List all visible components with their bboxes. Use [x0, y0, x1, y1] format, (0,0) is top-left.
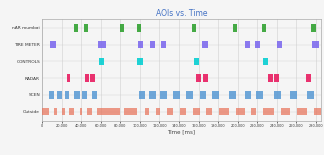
- Bar: [138, 41, 143, 48]
- Bar: [160, 91, 167, 99]
- Bar: [85, 74, 89, 82]
- Bar: [92, 91, 97, 99]
- Bar: [57, 91, 62, 99]
- Bar: [124, 108, 137, 115]
- Bar: [212, 91, 219, 99]
- Bar: [312, 41, 319, 48]
- Bar: [42, 108, 49, 115]
- Bar: [229, 91, 236, 99]
- Bar: [245, 41, 250, 48]
- Bar: [82, 91, 87, 99]
- Bar: [192, 24, 196, 32]
- Bar: [80, 108, 82, 115]
- Bar: [297, 108, 307, 115]
- Bar: [194, 58, 199, 65]
- Bar: [64, 91, 69, 99]
- Bar: [137, 58, 143, 65]
- Bar: [263, 58, 268, 65]
- Bar: [49, 91, 54, 99]
- Bar: [277, 41, 282, 48]
- Bar: [186, 91, 193, 99]
- Bar: [75, 24, 78, 32]
- Bar: [262, 24, 266, 32]
- Bar: [161, 41, 166, 48]
- Bar: [274, 74, 279, 82]
- Bar: [274, 91, 281, 99]
- Bar: [306, 74, 311, 82]
- Bar: [84, 24, 88, 32]
- Bar: [180, 108, 186, 115]
- Bar: [193, 108, 200, 115]
- Bar: [99, 58, 104, 65]
- Bar: [97, 108, 120, 115]
- Bar: [255, 41, 260, 48]
- Bar: [196, 74, 202, 82]
- Title: AOIs vs. Time: AOIs vs. Time: [156, 9, 207, 18]
- X-axis label: Time [ms]: Time [ms]: [168, 129, 195, 134]
- Bar: [98, 41, 106, 48]
- Bar: [156, 108, 160, 115]
- Bar: [62, 108, 64, 115]
- Bar: [311, 24, 316, 32]
- Bar: [173, 91, 180, 99]
- Bar: [149, 91, 156, 99]
- Bar: [251, 108, 256, 115]
- Bar: [233, 24, 237, 32]
- Bar: [87, 108, 92, 115]
- Bar: [236, 108, 245, 115]
- Bar: [66, 74, 71, 82]
- Bar: [307, 91, 314, 99]
- Bar: [281, 108, 290, 115]
- Bar: [167, 108, 173, 115]
- Bar: [206, 108, 212, 115]
- Bar: [139, 91, 145, 99]
- Bar: [137, 24, 141, 32]
- Bar: [290, 91, 297, 99]
- Bar: [219, 108, 229, 115]
- Bar: [120, 24, 124, 32]
- Bar: [75, 91, 80, 99]
- Bar: [256, 91, 263, 99]
- Bar: [90, 74, 95, 82]
- Bar: [203, 74, 208, 82]
- Bar: [263, 108, 274, 115]
- Bar: [200, 91, 206, 99]
- Bar: [69, 108, 75, 115]
- Bar: [50, 41, 56, 48]
- Bar: [202, 41, 208, 48]
- Bar: [245, 91, 251, 99]
- Bar: [150, 41, 155, 48]
- Bar: [145, 108, 149, 115]
- Bar: [314, 108, 321, 115]
- Bar: [268, 74, 273, 82]
- Bar: [54, 108, 57, 115]
